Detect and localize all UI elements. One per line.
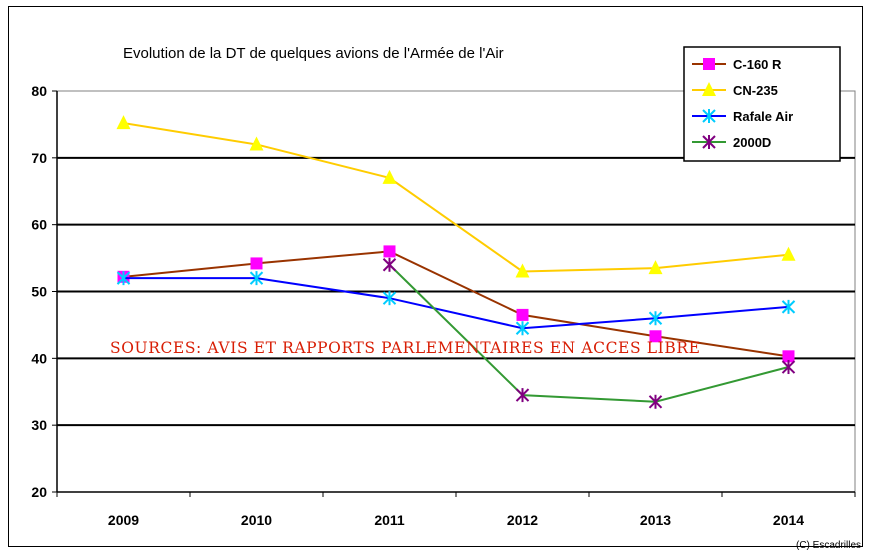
data-point-rafale-air <box>515 321 530 336</box>
series-cn-235 <box>116 115 796 278</box>
legend: C-160 R CN-235 Rafale Air 2000D <box>683 46 841 162</box>
data-point-2000d <box>382 257 397 272</box>
legend-label: CN-235 <box>733 83 778 98</box>
x-tick-label: 2014 <box>773 512 804 528</box>
data-point-2000d <box>648 394 663 409</box>
series-line-2000d <box>388 264 789 403</box>
legend-marker <box>702 135 716 149</box>
y-tick-label: 80 <box>31 83 47 99</box>
legend-label: C-160 R <box>733 57 782 72</box>
series-line-c-160-r <box>123 250 789 358</box>
legend-item-c-160-r: C-160 R <box>692 57 782 72</box>
data-point-2000d <box>515 388 530 403</box>
legend-marker <box>702 109 716 123</box>
data-point-cn-235 <box>781 246 796 261</box>
data-point-c-160-r <box>250 257 263 270</box>
series-line-cn-235 <box>123 122 789 273</box>
y-tick-label: 70 <box>31 150 47 166</box>
y-tick-label: 30 <box>31 417 47 433</box>
legend-item-cn-235: CN-235 <box>692 82 778 98</box>
y-tick-label: 60 <box>31 217 47 233</box>
data-point-rafale-air <box>648 311 663 326</box>
data-point-cn-235 <box>382 169 397 184</box>
x-tick-label: 2013 <box>640 512 671 528</box>
legend-item-rafale-air: Rafale Air <box>692 109 793 124</box>
x-tick-label: 2012 <box>507 512 538 528</box>
data-point-rafale-air <box>116 271 131 286</box>
y-tick-label: 50 <box>31 284 47 300</box>
data-point-cn-235 <box>648 260 663 275</box>
x-tick-label: 2009 <box>108 512 139 528</box>
legend-label: 2000D <box>733 135 771 150</box>
data-point-rafale-air <box>249 271 264 286</box>
data-point-c-160-r <box>383 245 396 258</box>
data-point-cn-235 <box>515 263 530 278</box>
data-point-2000d <box>781 360 796 375</box>
data-point-cn-235 <box>116 115 131 130</box>
data-point-rafale-air <box>781 299 796 314</box>
x-tick-label: 2010 <box>241 512 272 528</box>
y-tick-label: 20 <box>31 484 47 500</box>
data-point-c-160-r <box>649 330 662 343</box>
data-point-c-160-r <box>516 308 529 321</box>
data-point-cn-235 <box>249 136 264 151</box>
sources-annotation: SOURCES: AVIS ET RAPPORTS PARLEMENTAIRES… <box>110 339 701 357</box>
series-2000d <box>382 257 796 409</box>
series-rafale-air <box>116 271 796 336</box>
y-tick-label: 40 <box>31 350 47 366</box>
legend-label: Rafale Air <box>733 109 793 124</box>
legend-item-2000d: 2000D <box>692 135 771 150</box>
credit-text: (C) Escadrilles <box>796 540 861 551</box>
x-tick-label: 2011 <box>374 512 405 528</box>
data-point-rafale-air <box>382 291 397 306</box>
data-point-c-160-r <box>782 350 795 363</box>
legend-marker <box>703 58 715 70</box>
axes: 20 30 40 50 60 70 80 2009 2010 2011 2012 2013 2014 <box>31 83 856 528</box>
series-lines <box>116 115 796 409</box>
legend-marker <box>702 82 716 96</box>
chart-title: Evolution de la DT de quelques avions de… <box>123 45 504 62</box>
series-line-rafale-air <box>123 277 789 330</box>
